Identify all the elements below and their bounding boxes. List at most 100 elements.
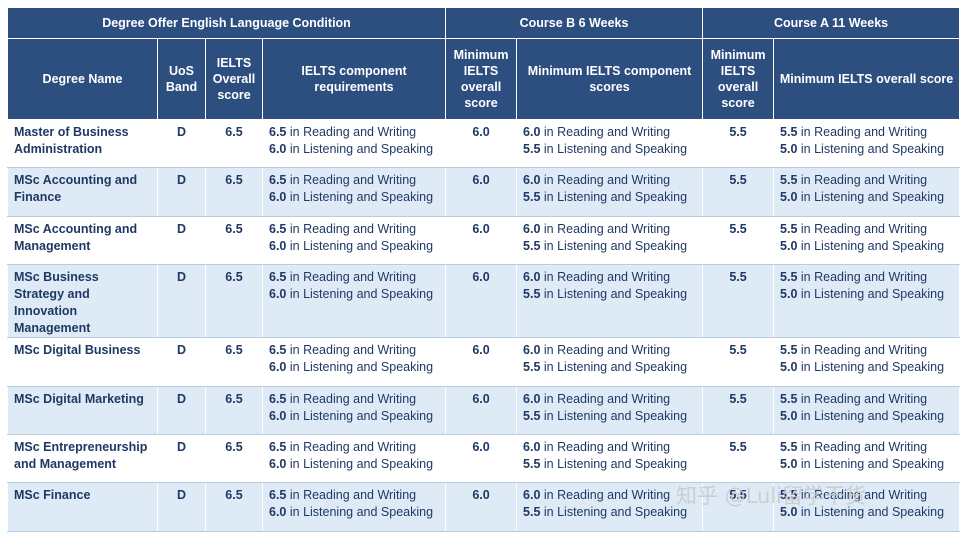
skill-text: in Reading and Writing (543, 439, 671, 454)
listening-speaking-line: 5.5 in Listening and Speaking (523, 456, 696, 473)
table-row: MSc Digital Marketing D 6.5 6.5 in Reading … (7, 386, 961, 435)
reading-writing-line: 6.0 in Reading and Writing (523, 172, 696, 189)
course-b-min-overall: 6.0 (445, 482, 518, 532)
skill-text: in Reading and Writing (800, 221, 928, 236)
score-value: 5.0 (780, 456, 798, 471)
score-value: 5.5 (523, 360, 541, 375)
listening-speaking-line: 5.0 in Listening and Speaking (780, 286, 953, 303)
skill-text: in Listening and Speaking (289, 505, 434, 520)
component-requirements: 6.5 in Reading and Writing 6.0 in Listeni… (261, 167, 447, 217)
course-b-min-overall: 6.0 (445, 216, 518, 266)
col-b-min-overall: Minimum IELTS overall score (445, 38, 518, 120)
skill-text: in Listening and Speaking (800, 408, 945, 423)
course-b-min-overall: 6.0 (445, 119, 518, 169)
reading-writing-line: 6.0 in Reading and Writing (523, 342, 696, 359)
skill-text: in Listening and Speaking (543, 505, 688, 520)
course-a-min-overall: 5.5 (702, 216, 775, 266)
course-b-component-scores: 6.0 in Reading and Writing 5.5 in Listeni… (516, 119, 704, 169)
skill-text: in Reading and Writing (543, 221, 671, 236)
course-b-min-overall: 6.0 (445, 386, 518, 435)
column-header-row: Degree Name UoS Band IELTS Overall score… (7, 38, 961, 120)
skill-text: in Listening and Speaking (800, 238, 945, 253)
reading-writing-line: 5.5 in Reading and Writing (780, 172, 953, 189)
reading-writing-line: 5.5 in Reading and Writing (780, 124, 953, 141)
skill-text: in Reading and Writing (543, 125, 671, 139)
degree-name: MSc Accounting and Finance (7, 167, 158, 217)
skill-text: in Listening and Speaking (543, 238, 688, 253)
reading-writing-line: 5.5 in Reading and Writing (780, 342, 953, 359)
course-a-overall-score: 5.5 in Reading and Writing 5.0 in Listeni… (773, 167, 961, 217)
score-value: 5.0 (780, 142, 798, 156)
listening-speaking-line: 6.0 in Listening and Speaking (269, 286, 439, 303)
listening-speaking-line: 5.0 in Listening and Speaking (780, 359, 953, 376)
listening-speaking-line: 5.0 in Listening and Speaking (780, 238, 953, 255)
score-value: 5.5 (523, 408, 541, 423)
skill-text: in Listening and Speaking (543, 287, 688, 302)
ielts-overall: 6.5 (205, 167, 263, 217)
table-row: MSc Accounting and Management D 6.5 6.5 in … (7, 216, 961, 266)
listening-speaking-line: 5.0 in Listening and Speaking (780, 408, 953, 425)
component-requirements: 6.5 in Reading and Writing 6.0 in Listeni… (261, 337, 447, 387)
skill-text: in Listening and Speaking (289, 287, 434, 302)
skill-text: in Reading and Writing (289, 439, 417, 454)
score-value: 6.0 (269, 408, 287, 423)
reading-writing-line: 6.0 in Reading and Writing (523, 487, 696, 504)
course-b-component-scores: 6.0 in Reading and Writing 5.5 in Listeni… (516, 434, 704, 484)
skill-text: in Reading and Writing (800, 391, 928, 406)
uos-band: D (157, 167, 206, 217)
col-a-min-overall: Minimum IELTS overall score (702, 38, 775, 120)
score-value: 5.5 (780, 488, 798, 503)
reading-writing-line: 6.5 in Reading and Writing (269, 391, 439, 408)
score-value: 6.0 (269, 142, 287, 156)
table-header: Degree Offer English Language Condition … (6, 7, 961, 120)
listening-speaking-line: 5.5 in Listening and Speaking (523, 408, 696, 425)
skill-text: in Reading and Writing (289, 173, 417, 188)
uos-band: D (157, 216, 206, 266)
skill-text: in Reading and Writing (800, 439, 928, 454)
skill-text: in Listening and Speaking (543, 408, 688, 423)
table-row: MSc Accounting and Finance D 6.5 6.5 in Rea… (7, 167, 961, 217)
skill-text: in Reading and Writing (543, 173, 671, 188)
degree-name: MSc Business Strategy and Innovation Man… (7, 264, 158, 339)
score-value: 5.5 (523, 456, 541, 471)
listening-speaking-line: 5.5 in Listening and Speaking (523, 238, 696, 255)
reading-writing-line: 6.0 in Reading and Writing (523, 221, 696, 238)
col-ielts-overall: IELTS Overall score (205, 38, 263, 120)
skill-text: in Listening and Speaking (289, 190, 434, 205)
skill-text: in Listening and Speaking (543, 360, 688, 375)
skill-text: in Listening and Speaking (543, 190, 688, 205)
score-value: 5.5 (780, 173, 798, 188)
component-requirements: 6.5 in Reading and Writing 6.0 in Listeni… (261, 216, 447, 266)
course-a-overall-score: 5.5 in Reading and Writing 5.0 in Listeni… (773, 482, 961, 532)
course-b-min-overall: 6.0 (445, 434, 518, 484)
reading-writing-line: 6.5 in Reading and Writing (269, 221, 439, 238)
skill-text: in Listening and Speaking (800, 505, 945, 520)
listening-speaking-line: 6.0 in Listening and Speaking (269, 504, 439, 521)
skill-text: in Reading and Writing (289, 391, 417, 406)
reading-writing-line: 6.0 in Reading and Writing (523, 391, 696, 408)
uos-band: D (157, 337, 206, 387)
listening-speaking-line: 6.0 in Listening and Speaking (269, 189, 439, 206)
skill-text: in Listening and Speaking (800, 190, 945, 205)
course-a-overall-score: 5.5 in Reading and Writing 5.0 in Listeni… (773, 119, 961, 169)
col-component-requirements: IELTS component requirements (261, 38, 447, 120)
score-value: 5.5 (780, 221, 798, 236)
score-value: 5.5 (780, 125, 798, 139)
score-value: 5.5 (780, 391, 798, 406)
score-value: 6.0 (269, 287, 287, 302)
course-b-min-overall: 6.0 (445, 167, 518, 217)
course-b-component-scores: 6.0 in Reading and Writing 5.5 in Listeni… (516, 482, 704, 532)
score-value: 5.0 (780, 287, 798, 302)
ielts-overall: 6.5 (205, 386, 263, 435)
english-requirements-table: Degree Offer English Language Condition … (6, 7, 961, 532)
component-requirements: 6.5 in Reading and Writing 6.0 in Listeni… (261, 119, 447, 169)
score-value: 6.5 (269, 221, 287, 236)
score-value: 6.5 (269, 125, 287, 139)
score-value: 5.0 (780, 408, 798, 423)
course-a-min-overall: 5.5 (702, 337, 775, 387)
course-b-component-scores: 6.0 in Reading and Writing 5.5 in Listeni… (516, 216, 704, 266)
course-a-overall-score: 5.5 in Reading and Writing 5.0 in Listeni… (773, 337, 961, 387)
component-requirements: 6.5 in Reading and Writing 6.0 in Listeni… (261, 264, 447, 339)
uos-band: D (157, 482, 206, 532)
col-b-min-component: Minimum IELTS component scores (516, 38, 704, 120)
